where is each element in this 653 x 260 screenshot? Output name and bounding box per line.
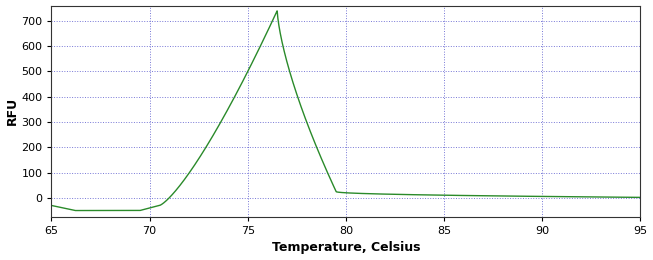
X-axis label: Temperature, Celsius: Temperature, Celsius [272, 242, 420, 255]
Y-axis label: RFU: RFU [6, 97, 18, 125]
